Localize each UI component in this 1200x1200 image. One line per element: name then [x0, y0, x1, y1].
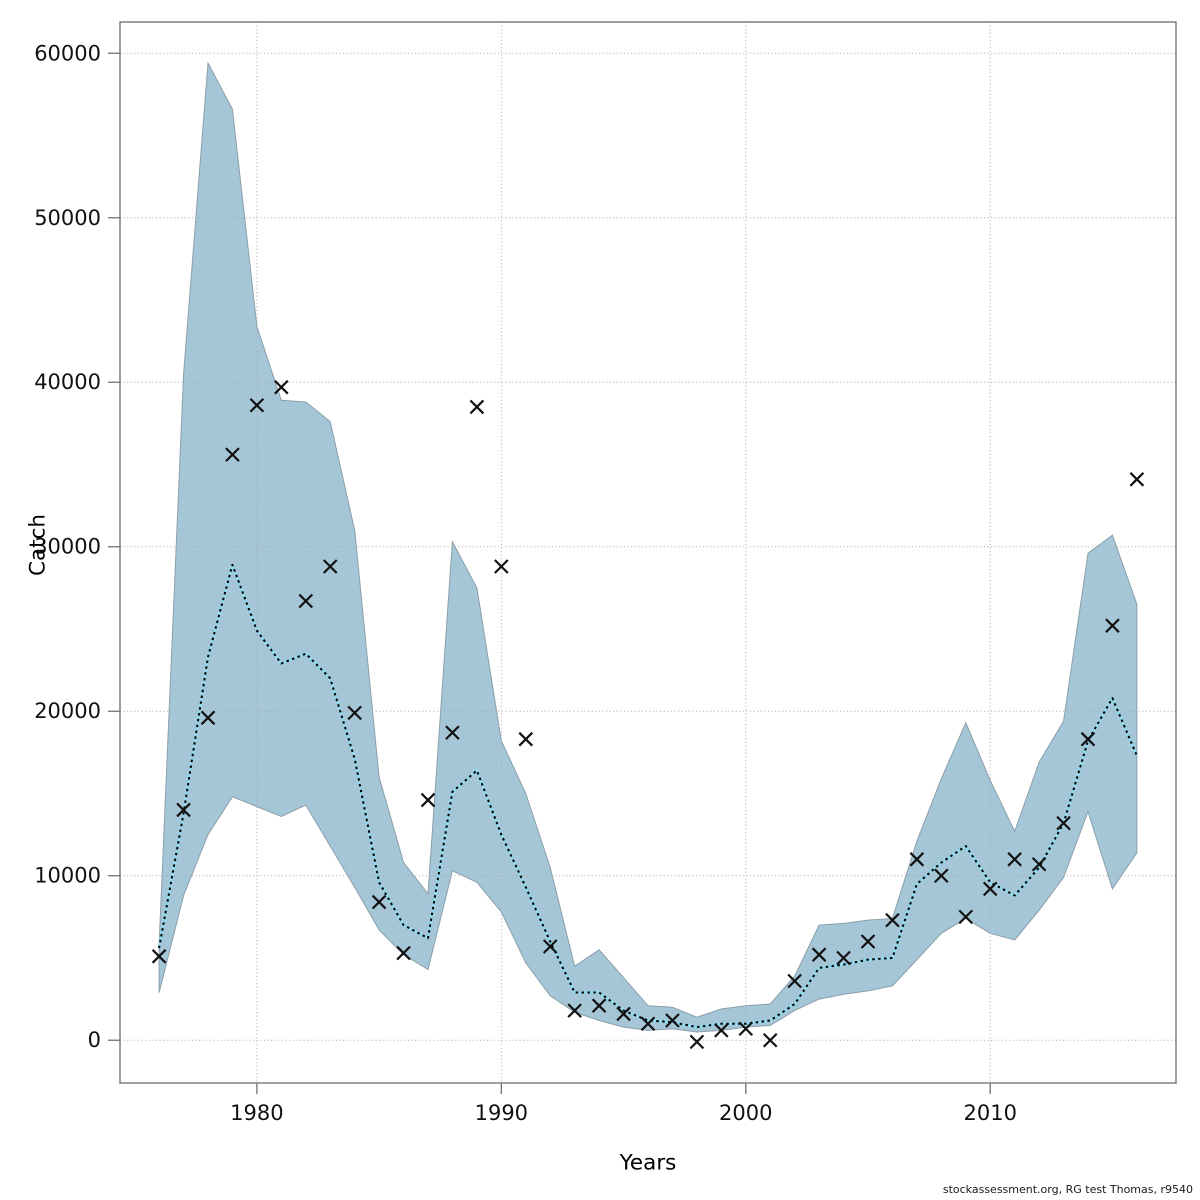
- observed-catch-marker-2014: [1080, 731, 1096, 747]
- observed-catch-marker-1990: [494, 559, 509, 574]
- observed-catch-marker-2011: [1007, 852, 1022, 867]
- observed-catch-marker-1982: [298, 593, 314, 609]
- observed-catch-marker-1992: [542, 939, 558, 954]
- observed-catch-marker-1976: [151, 949, 167, 964]
- y-tick-label: 20000: [34, 699, 101, 723]
- observed-catch-marker-1978: [200, 710, 216, 726]
- observed-catch-marker-2015: [1105, 618, 1120, 633]
- observed-catch-marker-1984: [347, 705, 362, 721]
- observed-catch-marker-1983: [322, 559, 338, 574]
- y-tick-label: 10000: [34, 864, 101, 888]
- y-tick-label: 60000: [34, 41, 101, 65]
- observed-catch-marker-2002: [787, 973, 802, 989]
- observed-catch-marker-1993: [567, 1003, 582, 1018]
- observed-catch-marker-2009: [958, 909, 974, 925]
- observed-catch-marker-1988: [445, 725, 460, 740]
- observed-catch-marker-1994: [591, 998, 607, 1013]
- observed-catch-marker-2007: [909, 852, 925, 867]
- x-axis-title: Years: [619, 1150, 677, 1176]
- observed-catch-marker-1999: [714, 1023, 729, 1038]
- x-tick-label: 1990: [475, 1101, 528, 1125]
- observed-catch-marker-2016: [1129, 472, 1145, 487]
- observed-catch-marker-2006: [885, 912, 900, 928]
- watermark-text: stockassessment.org, RG test Thomas, r95…: [942, 1183, 1193, 1196]
- y-tick-label: 40000: [34, 370, 101, 394]
- observed-catch-marker-2012: [1031, 856, 1047, 872]
- observed-catch-marker-2010: [982, 881, 998, 897]
- observed-catch-marker-2013: [1056, 815, 1071, 831]
- y-axis-title: Catch: [25, 513, 51, 577]
- observed-catch-marker-1995: [616, 1006, 631, 1022]
- x-tick-label: 1980: [230, 1101, 283, 1125]
- observed-catch-marker-1997: [665, 1013, 680, 1028]
- observed-catch-marker-1986: [396, 945, 411, 961]
- observed-catch-marker-1981: [274, 379, 289, 395]
- observed-catch-marker-1985: [371, 894, 387, 910]
- observed-catch-marker-2000: [738, 1021, 754, 1036]
- x-tick-label: 2010: [963, 1101, 1016, 1125]
- observed-catch-marker-1996: [640, 1016, 656, 1032]
- observed-catch-marker-2005: [860, 934, 876, 949]
- y-tick-label: 0: [88, 1028, 101, 1052]
- confidence-band: [158, 61, 1138, 1033]
- observed-catch-marker-1979: [225, 447, 240, 462]
- observed-catch-marker-1991: [518, 731, 534, 747]
- observed-catch-marker-2003: [811, 947, 827, 962]
- observed-catch-marker-2001: [762, 1032, 778, 1048]
- y-tick-label: 30000: [34, 535, 101, 559]
- observed-catch-marker-2008: [934, 868, 949, 884]
- estimated-catch-line-core: [157, 563, 1139, 1029]
- observed-catch-marker-1980: [249, 397, 265, 413]
- observed-catch-marker-1989: [469, 399, 485, 415]
- x-tick-label: 2000: [719, 1101, 772, 1125]
- plot-border: [119, 21, 1177, 1084]
- observed-catch-marker-2004: [836, 950, 851, 966]
- observed-catch-marker-1998: [689, 1034, 705, 1050]
- observed-catch-marker-1987: [420, 792, 436, 808]
- y-tick-label: 50000: [34, 206, 101, 230]
- observed-catch-marker-1977: [176, 802, 191, 818]
